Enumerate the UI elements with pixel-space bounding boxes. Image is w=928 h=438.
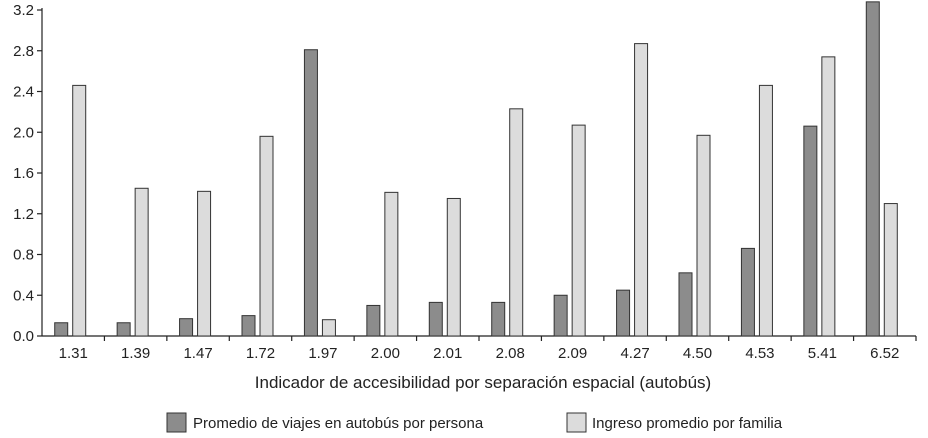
y-tick-label: 1.6 bbox=[13, 165, 34, 182]
bar-ingreso bbox=[384, 191, 399, 337]
x-tick-label: 6.52 bbox=[870, 345, 899, 362]
y-tick-label: 0.0 bbox=[13, 328, 34, 345]
bar-ingreso bbox=[634, 43, 649, 337]
bar-viajes bbox=[491, 301, 506, 337]
bar-viajes bbox=[179, 318, 194, 337]
bar-ingreso bbox=[72, 84, 87, 337]
x-tick-label: 2.01 bbox=[433, 345, 462, 362]
bar-viajes bbox=[428, 301, 443, 337]
bar-ingreso bbox=[197, 190, 212, 337]
legend-swatch bbox=[566, 412, 587, 433]
bar-ingreso bbox=[259, 135, 274, 337]
y-tick-label: 1.2 bbox=[13, 206, 34, 223]
bars bbox=[54, 1, 898, 337]
bar-ingreso bbox=[821, 56, 836, 337]
x-tick-label: 2.00 bbox=[371, 345, 400, 362]
bar-viajes bbox=[616, 289, 631, 337]
x-axis: 1.31 1.39 1.47 1.72 1.97 2.00 2.01 2.08 2.09 4.27… bbox=[42, 335, 917, 362]
x-axis-title: Indicador de accesibilidad por separació… bbox=[255, 373, 711, 392]
y-axis: 0.0 0.4 0.8 1.2 1.6 2.0 2.4 2.8 3.2 bbox=[13, 2, 43, 345]
bar-ingreso bbox=[758, 84, 773, 337]
bar-ingreso bbox=[883, 203, 898, 337]
x-tick-label: 5.41 bbox=[808, 345, 837, 362]
bar-viajes bbox=[303, 49, 318, 337]
bar-viajes bbox=[678, 272, 693, 337]
legend-swatch bbox=[166, 412, 187, 433]
bar-viajes bbox=[366, 304, 381, 337]
bar-viajes bbox=[553, 294, 568, 337]
bar-viajes bbox=[740, 247, 755, 337]
bar-ingreso bbox=[696, 134, 711, 337]
bar-viajes bbox=[865, 1, 880, 337]
bar-ingreso bbox=[134, 187, 149, 337]
bar-viajes bbox=[116, 322, 131, 337]
x-tick-label: 1.31 bbox=[59, 345, 88, 362]
bar-ingreso bbox=[446, 197, 461, 337]
y-tick-label: 2.4 bbox=[13, 84, 34, 101]
bar-ingreso bbox=[321, 319, 336, 337]
y-tick-label: 3.2 bbox=[13, 2, 34, 19]
legend-label: Ingreso promedio por familia bbox=[592, 415, 783, 432]
x-tick-label: 1.47 bbox=[183, 345, 212, 362]
y-tick-label: 0.8 bbox=[13, 247, 34, 264]
x-tick-label: 1.39 bbox=[121, 345, 150, 362]
x-tick-label: 2.08 bbox=[496, 345, 525, 362]
y-tick-label: 2.0 bbox=[13, 124, 34, 141]
y-tick-label: 2.8 bbox=[13, 43, 34, 60]
legend: Promedio de viajes en autobús por person… bbox=[166, 412, 783, 433]
x-tick-label: 1.97 bbox=[308, 345, 337, 362]
bar-viajes bbox=[241, 315, 256, 337]
bar-viajes bbox=[803, 125, 818, 337]
x-tick-label: 1.72 bbox=[246, 345, 275, 362]
bar-viajes bbox=[54, 322, 69, 337]
x-tick-label: 4.53 bbox=[745, 345, 774, 362]
legend-label: Promedio de viajes en autobús por person… bbox=[193, 415, 484, 432]
x-tick-label: 4.50 bbox=[683, 345, 712, 362]
bar-ingreso bbox=[509, 108, 524, 337]
y-tick-label: 0.4 bbox=[13, 287, 34, 304]
bar-ingreso bbox=[571, 124, 586, 337]
x-tick-label: 2.09 bbox=[558, 345, 587, 362]
x-tick-label: 4.27 bbox=[620, 345, 649, 362]
